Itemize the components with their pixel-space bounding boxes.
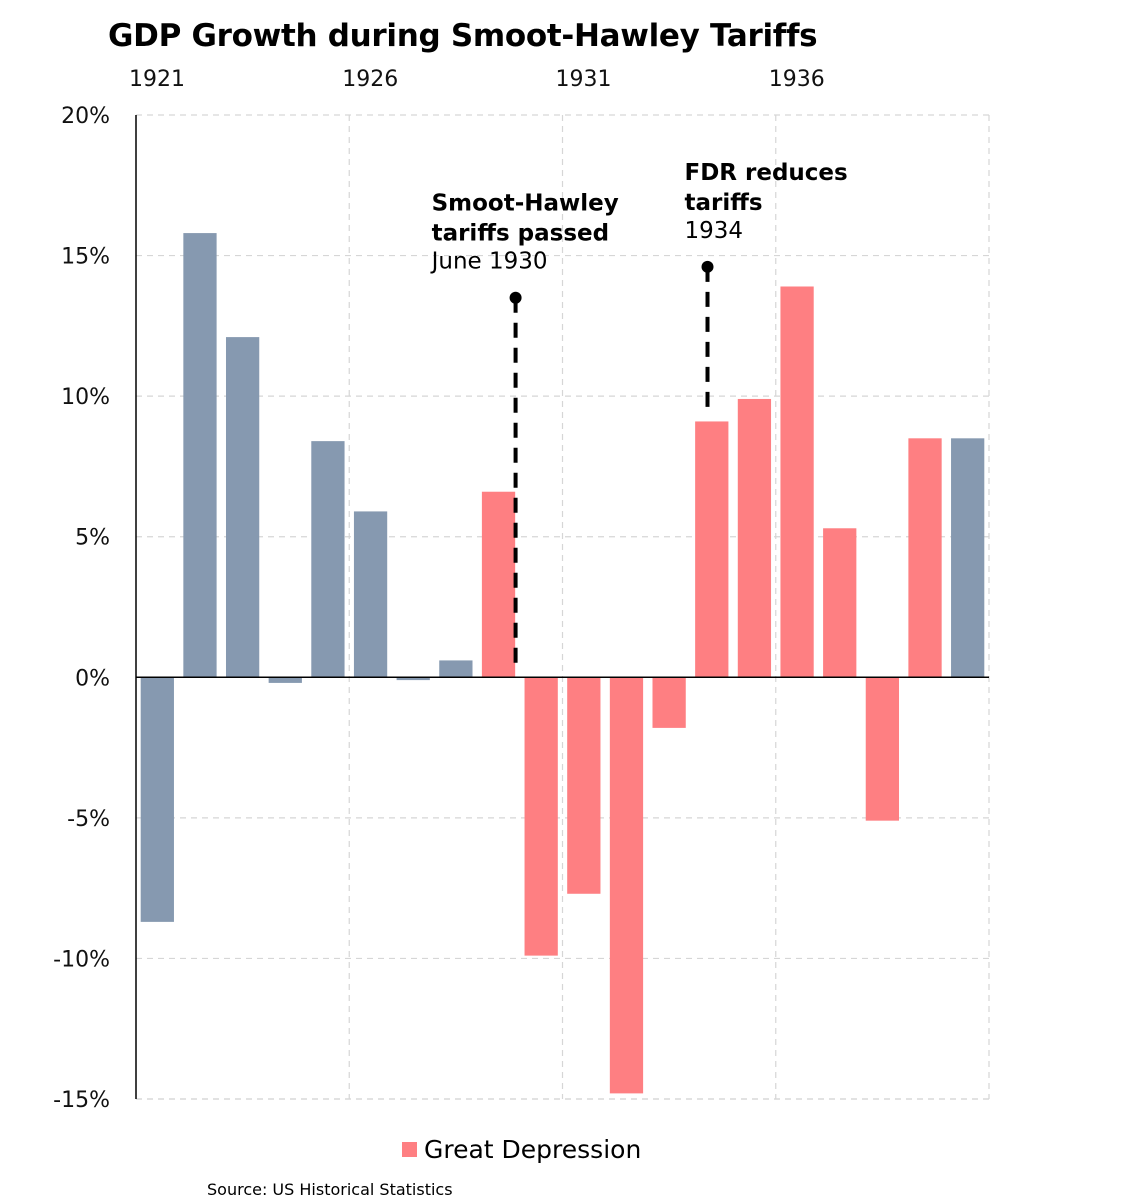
fdr-marker-dot (701, 260, 714, 273)
fdr-annotation-title: FDR reduces (685, 160, 848, 186)
chart-title: GDP Growth during Smoot-Hawley Tariffs (108, 18, 818, 54)
legend-label: Great Depression (424, 1135, 642, 1164)
bar-1929 (481, 491, 516, 678)
bar-1925 (311, 441, 345, 678)
y-tick-label: -10% (53, 947, 110, 972)
bar-1935 (737, 398, 772, 678)
bar-1936 (780, 286, 814, 678)
y-tick-label: 5% (75, 526, 110, 551)
bar-1923 (225, 337, 260, 678)
fdr-annotation-title: tariffs (685, 190, 763, 216)
axes (135, 115, 989, 1099)
smoot-hawley-marker-dot (509, 291, 522, 304)
bar-1939 (908, 438, 942, 678)
y-tick-label: -15% (53, 1088, 110, 1113)
bar-1926 (353, 511, 388, 678)
y-tick-label: 20% (61, 104, 110, 129)
y-tick-label: -5% (67, 807, 110, 832)
x-tick-label: 1931 (556, 67, 612, 92)
x-tick-label: 1936 (769, 67, 825, 92)
legend-swatch (402, 1142, 417, 1157)
bar-1924 (268, 677, 302, 683)
bar-1937 (823, 528, 857, 678)
fdr-annotation-date: 1934 (685, 218, 744, 244)
bar-1933 (652, 677, 686, 728)
bar-1938 (865, 677, 900, 821)
bar-1932 (609, 677, 644, 1094)
bar-1921 (140, 677, 174, 922)
x-tick-label: 1926 (342, 67, 398, 92)
bar-1922 (183, 233, 217, 678)
bar-1940 (951, 438, 985, 678)
legend: Great Depression (402, 1135, 641, 1164)
grid-lines (136, 114, 990, 1100)
bar-1934 (695, 421, 729, 678)
y-tick-label: 15% (61, 245, 110, 270)
smoot-hawley-annotation-title: Smoot-Hawley (432, 191, 619, 217)
y-tick-label: 10% (61, 385, 110, 410)
tick-labels: 20% 15% 10% 5% 0% -5% -10% -15% 1921 1926 1931 1936 (53, 67, 825, 1113)
bars (140, 233, 985, 1094)
bar-1930 (524, 677, 558, 956)
smoot-hawley-annotation-title: tariffs passed (432, 221, 609, 247)
x-tick-label: 1921 (129, 67, 185, 92)
source-note: Source: US Historical Statistics (207, 1180, 453, 1199)
bar-1927 (396, 677, 430, 681)
smoot-hawley-annotation-date: June 1930 (430, 249, 548, 275)
y-tick-label: 0% (75, 666, 110, 691)
bar-1931 (567, 677, 601, 894)
bar-1928 (439, 660, 473, 678)
